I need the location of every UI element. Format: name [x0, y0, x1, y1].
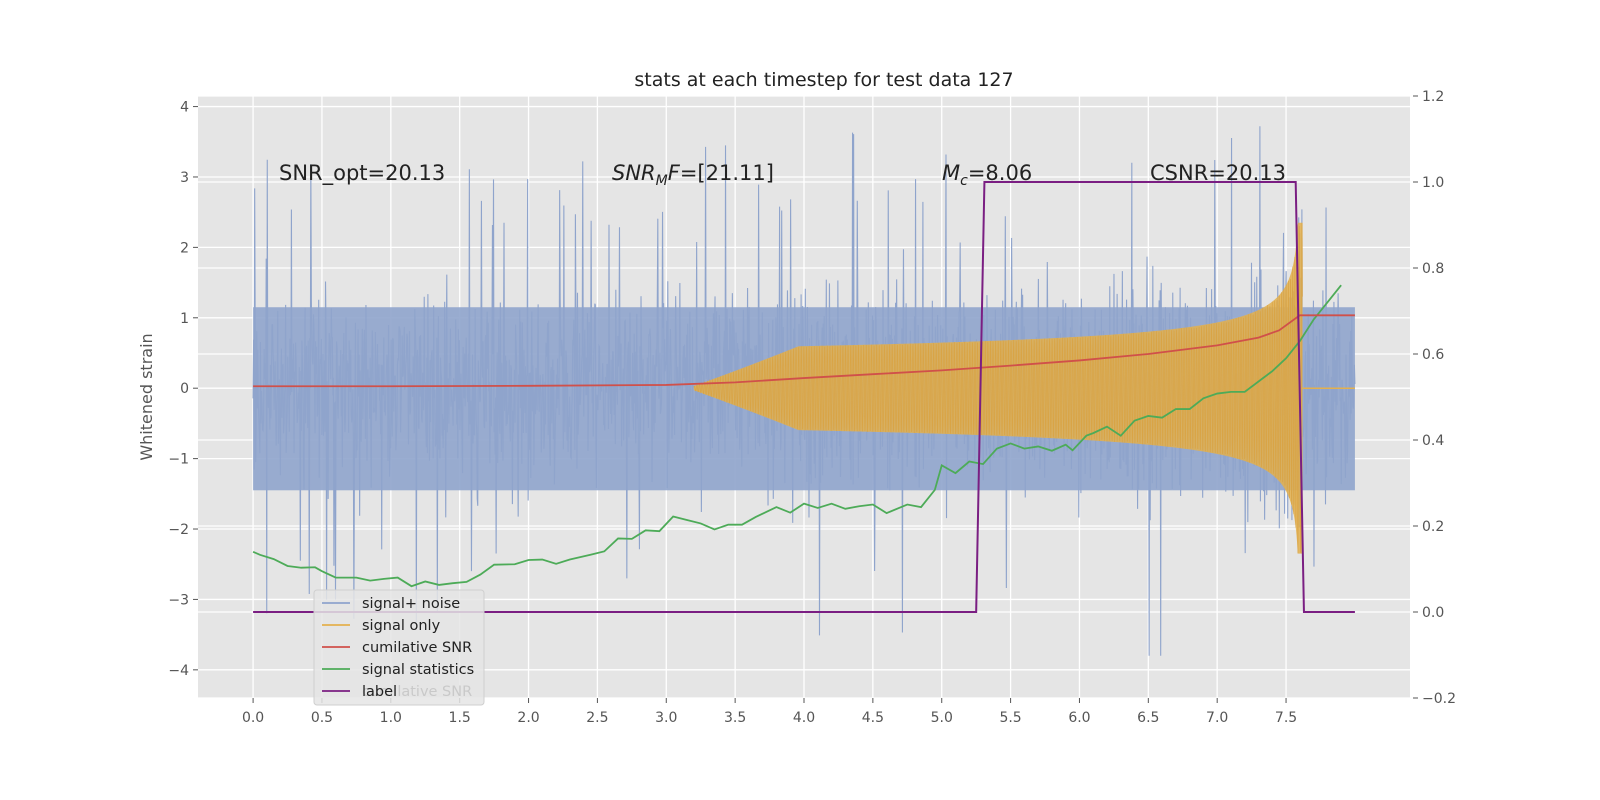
x-tick-label: 1.5	[449, 710, 471, 726]
signal-only-envelope	[693, 222, 1303, 554]
mc-value: =8.06	[968, 161, 1032, 185]
legend-frame	[313, 589, 485, 706]
x-tick-label: 3.0	[655, 710, 677, 726]
chirp-mass-annotation: Mc=8.06	[942, 161, 1032, 189]
snr-mf-main: SNR	[612, 161, 656, 185]
legend-ghost-label: cumilative SNR	[362, 684, 472, 700]
y-tick-label: 1	[180, 311, 189, 327]
y-tick-label: 3	[180, 170, 189, 186]
signal-statistics-line	[252, 284, 1342, 588]
x-tick-label: 4.0	[793, 710, 815, 726]
snr-mf-annotation: SNRMF=[21.11]	[612, 161, 774, 189]
x-tick-label: 2.0	[517, 710, 539, 726]
legend: cumilative SNR signal+ noise signal only cu…	[313, 589, 485, 706]
signal-only-line	[693, 222, 1303, 554]
y2-tick-label: 0.4	[1422, 433, 1444, 449]
snr-mf-value: =[21.11]	[680, 161, 774, 185]
x-tick-label: 0.0	[242, 710, 264, 726]
legend-entry-label: signal+ noise	[362, 596, 460, 612]
x-tick-label: 6.5	[1137, 710, 1159, 726]
y-tick-label: −2	[168, 522, 189, 538]
x-tick-label: 7.5	[1275, 710, 1297, 726]
y-tick-label: 2	[180, 240, 189, 256]
y-tick-label: 0	[180, 381, 189, 397]
y-axis-label: Whitened strain	[137, 333, 156, 460]
y2-tick-label: −0.2	[1422, 691, 1456, 707]
snr-mf-sub: M	[656, 173, 668, 189]
legend-entry-label: signal statistics	[362, 662, 474, 678]
y2-tick-label: 0.8	[1422, 261, 1444, 277]
signal-only-series	[693, 222, 1355, 554]
x-tick-label: 0.5	[311, 710, 333, 726]
x-tick-label: 5.0	[931, 710, 953, 726]
x-tick-label: 3.5	[724, 710, 746, 726]
cumilative-snr-line	[253, 314, 1355, 388]
mc-main: M	[942, 161, 960, 185]
label-line	[253, 181, 1355, 613]
legend-entry-label: cumilative SNR	[362, 640, 472, 656]
x-tick-label: 2.5	[586, 710, 608, 726]
y2-tick-label: 1.0	[1422, 175, 1444, 191]
line-series	[252, 181, 1355, 613]
x-tick-label: 4.5	[862, 710, 884, 726]
x-tick-label: 6.0	[1068, 710, 1090, 726]
y-tick-label: −4	[168, 663, 189, 679]
chart-title: stats at each timestep for test data 127	[634, 69, 1013, 91]
csnr-annotation: CSNR=20.13	[1150, 161, 1286, 185]
x-tick-label: 7.0	[1206, 710, 1228, 726]
y2-tick-label: 0.0	[1422, 605, 1444, 621]
y2-tick-label: 0.6	[1422, 347, 1444, 363]
snr-mf-rest: F	[668, 161, 681, 185]
axis-ticks: 0.0 0.5 1.0 1.5 2.0 2.5 3.0 3.5 4.0 4.5 5.0 5.5 6.0 6…	[168, 89, 1456, 726]
x-tick-label: 1.0	[380, 710, 402, 726]
y-tick-label: 4	[180, 100, 189, 116]
legend-entry-label: signal only	[362, 618, 441, 634]
snr-opt-annotation: SNR_opt=20.13	[279, 161, 445, 186]
y2-tick-label: 1.2	[1422, 89, 1444, 105]
legend-entry-label: label	[362, 684, 397, 700]
y-tick-label: −3	[168, 592, 189, 608]
x-tick-label: 5.5	[999, 710, 1021, 726]
y-tick-label: −1	[168, 452, 189, 468]
y2-tick-label: 0.2	[1422, 519, 1444, 535]
mc-sub: c	[960, 173, 968, 189]
